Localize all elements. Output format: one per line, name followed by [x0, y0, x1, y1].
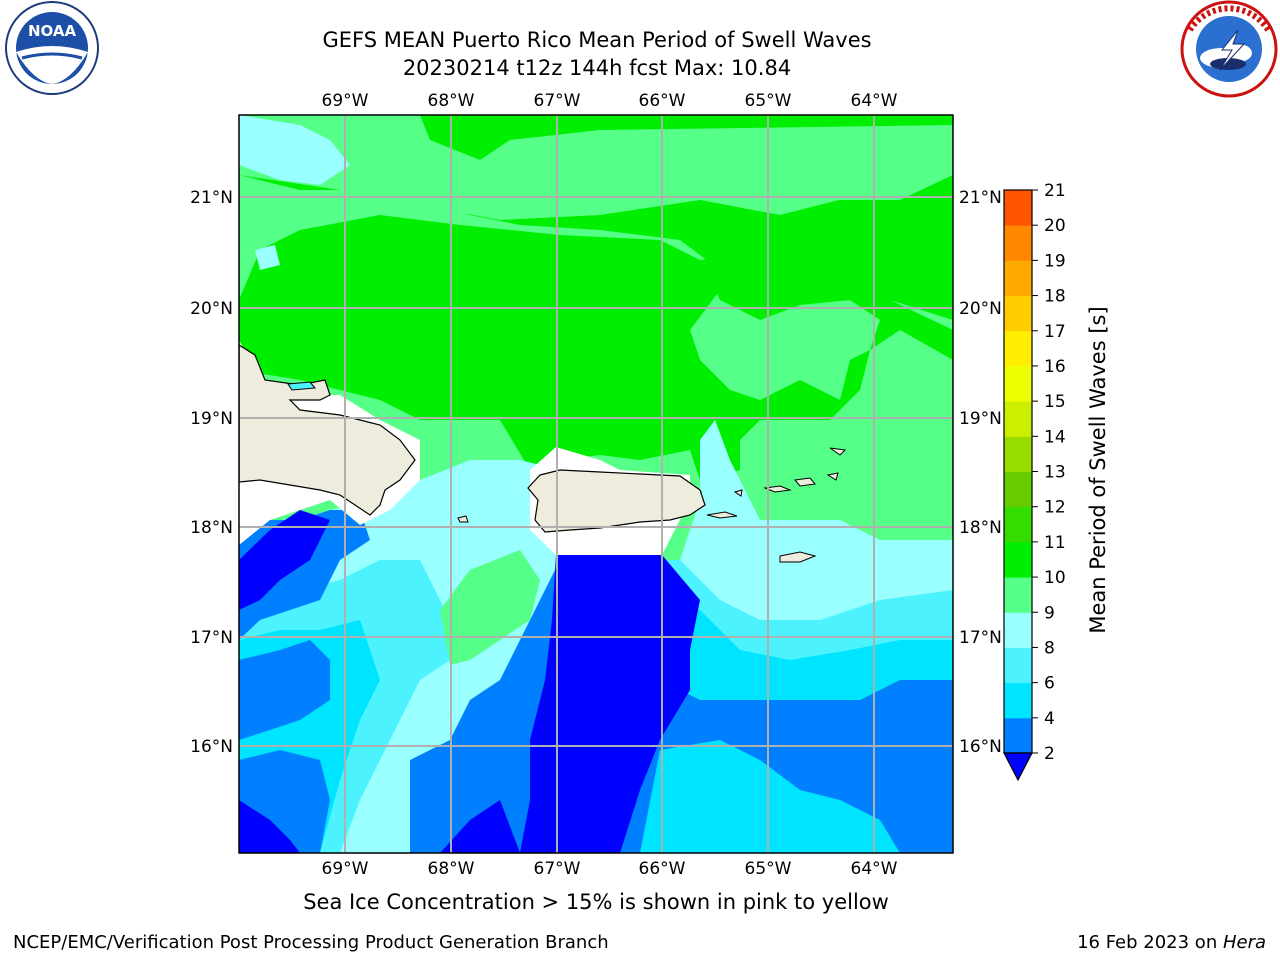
colorbar-under-arrow — [1003, 752, 1033, 782]
lat-label: 20°N — [959, 299, 1002, 319]
lat-labels-left: 21°N 20°N 19°N 18°N 17°N 16°N — [190, 188, 233, 757]
nws-logo — [1180, 0, 1278, 98]
colorbar-tick-label: 14 — [1044, 427, 1066, 447]
colorbar-tick-label: 16 — [1044, 357, 1066, 377]
sea-ice-note: Sea Ice Concentration > 15% is shown in … — [303, 890, 889, 914]
lon-label: 66°W — [639, 91, 686, 111]
colorbar-swatch — [1004, 401, 1032, 437]
colorbar: 2 4 6 8 9 10 11 12 13 14 15 16 17 18 19 20 21 — [1003, 181, 1066, 782]
chart-subtitle: 20230214 t12z 144h fcst Max: 10.84 — [402, 56, 792, 80]
lat-label: 17°N — [190, 628, 233, 648]
chart-title: GEFS MEAN Puerto Rico Mean Period of Swe… — [322, 28, 872, 52]
lat-label: 20°N — [190, 299, 233, 319]
colorbar-swatch — [1004, 471, 1032, 508]
footer-machine: Hera — [1222, 932, 1266, 953]
colorbar-swatch — [1004, 365, 1032, 402]
lat-labels-right: 21°N 20°N 19°N 18°N 17°N 16°N — [959, 188, 1002, 757]
colorbar-swatch — [1004, 190, 1032, 226]
noaa-logo-text: NOAA — [28, 22, 77, 40]
hispaniola-land — [239, 344, 416, 516]
footer-date-text: 16 Feb 2023 on — [1077, 932, 1223, 953]
colorbar-tick-label: 10 — [1044, 568, 1066, 588]
lon-label: 67°W — [534, 859, 581, 879]
colorbar-tick-label: 21 — [1044, 181, 1066, 201]
colorbar-swatch — [1004, 647, 1032, 684]
colorbar-tick-label: 11 — [1044, 533, 1066, 553]
puerto-rico-land — [527, 469, 706, 533]
lat-label: 18°N — [959, 518, 1002, 538]
lon-label: 64°W — [851, 859, 898, 879]
map-gridlines — [239, 115, 953, 853]
colorbar-tick-label: 9 — [1044, 603, 1055, 623]
colorbar-tick-label: 19 — [1044, 251, 1066, 271]
colorbar-tick-label: 6 — [1044, 674, 1055, 694]
lon-label: 68°W — [428, 859, 475, 879]
colorbar-tick-label: 12 — [1044, 498, 1066, 518]
colorbar-swatch — [1004, 577, 1032, 613]
colorbar-tick-label: 8 — [1044, 638, 1055, 658]
colorbar-tick-label: 13 — [1044, 463, 1066, 483]
footer-date: 16 Feb 2023 on Hera — [1077, 932, 1266, 953]
lat-label: 16°N — [959, 737, 1002, 757]
colorbar-tick-label: 4 — [1044, 709, 1055, 729]
map-frame — [238, 114, 954, 854]
lon-label: 65°W — [745, 859, 792, 879]
lon-labels-top: 69°W 68°W 67°W 66°W 65°W 64°W — [322, 91, 898, 111]
lon-label: 66°W — [639, 859, 686, 879]
colorbar-swatch — [1004, 717, 1032, 754]
lat-label: 19°N — [959, 409, 1002, 429]
noaa-logo: NOAA — [5, 1, 99, 95]
colorbar-tick-label: 20 — [1044, 216, 1066, 236]
lat-label: 21°N — [190, 188, 233, 208]
lon-label: 68°W — [428, 91, 475, 111]
swell-period-field — [239, 115, 953, 853]
colorbar-swatch — [1004, 436, 1032, 472]
colorbar-swatch — [1004, 330, 1032, 367]
lon-labels-bottom: 69°W 68°W 67°W 66°W 65°W 64°W — [322, 859, 898, 879]
lat-label: 18°N — [190, 518, 233, 538]
colorbar-swatch — [1004, 506, 1032, 543]
colorbar-swatch — [1004, 225, 1032, 261]
lat-label: 21°N — [959, 188, 1002, 208]
colorbar-swatch — [1004, 260, 1032, 297]
footer-producer: NCEP/EMC/Verification Post Processing Pr… — [13, 932, 609, 953]
colorbar-swatch — [1004, 612, 1032, 648]
colorbar-label: Mean Period of Swell Waves [s] — [1086, 306, 1110, 633]
lat-label: 19°N — [190, 409, 233, 429]
lon-label: 64°W — [851, 91, 898, 111]
lat-label: 16°N — [190, 737, 233, 757]
colorbar-swatch — [1004, 295, 1032, 332]
colorbar-swatch — [1004, 541, 1032, 578]
colorbar-swatch — [1004, 682, 1032, 719]
colorbar-tick-label: 18 — [1044, 287, 1066, 307]
lon-label: 67°W — [534, 91, 581, 111]
colorbar-tick-label: 2 — [1044, 744, 1055, 764]
lat-label: 17°N — [959, 628, 1002, 648]
lon-label: 69°W — [322, 859, 369, 879]
lon-label: 65°W — [745, 91, 792, 111]
colorbar-tick-label: 15 — [1044, 392, 1066, 412]
colorbar-tick-label: 17 — [1044, 322, 1066, 342]
lon-label: 69°W — [322, 91, 369, 111]
